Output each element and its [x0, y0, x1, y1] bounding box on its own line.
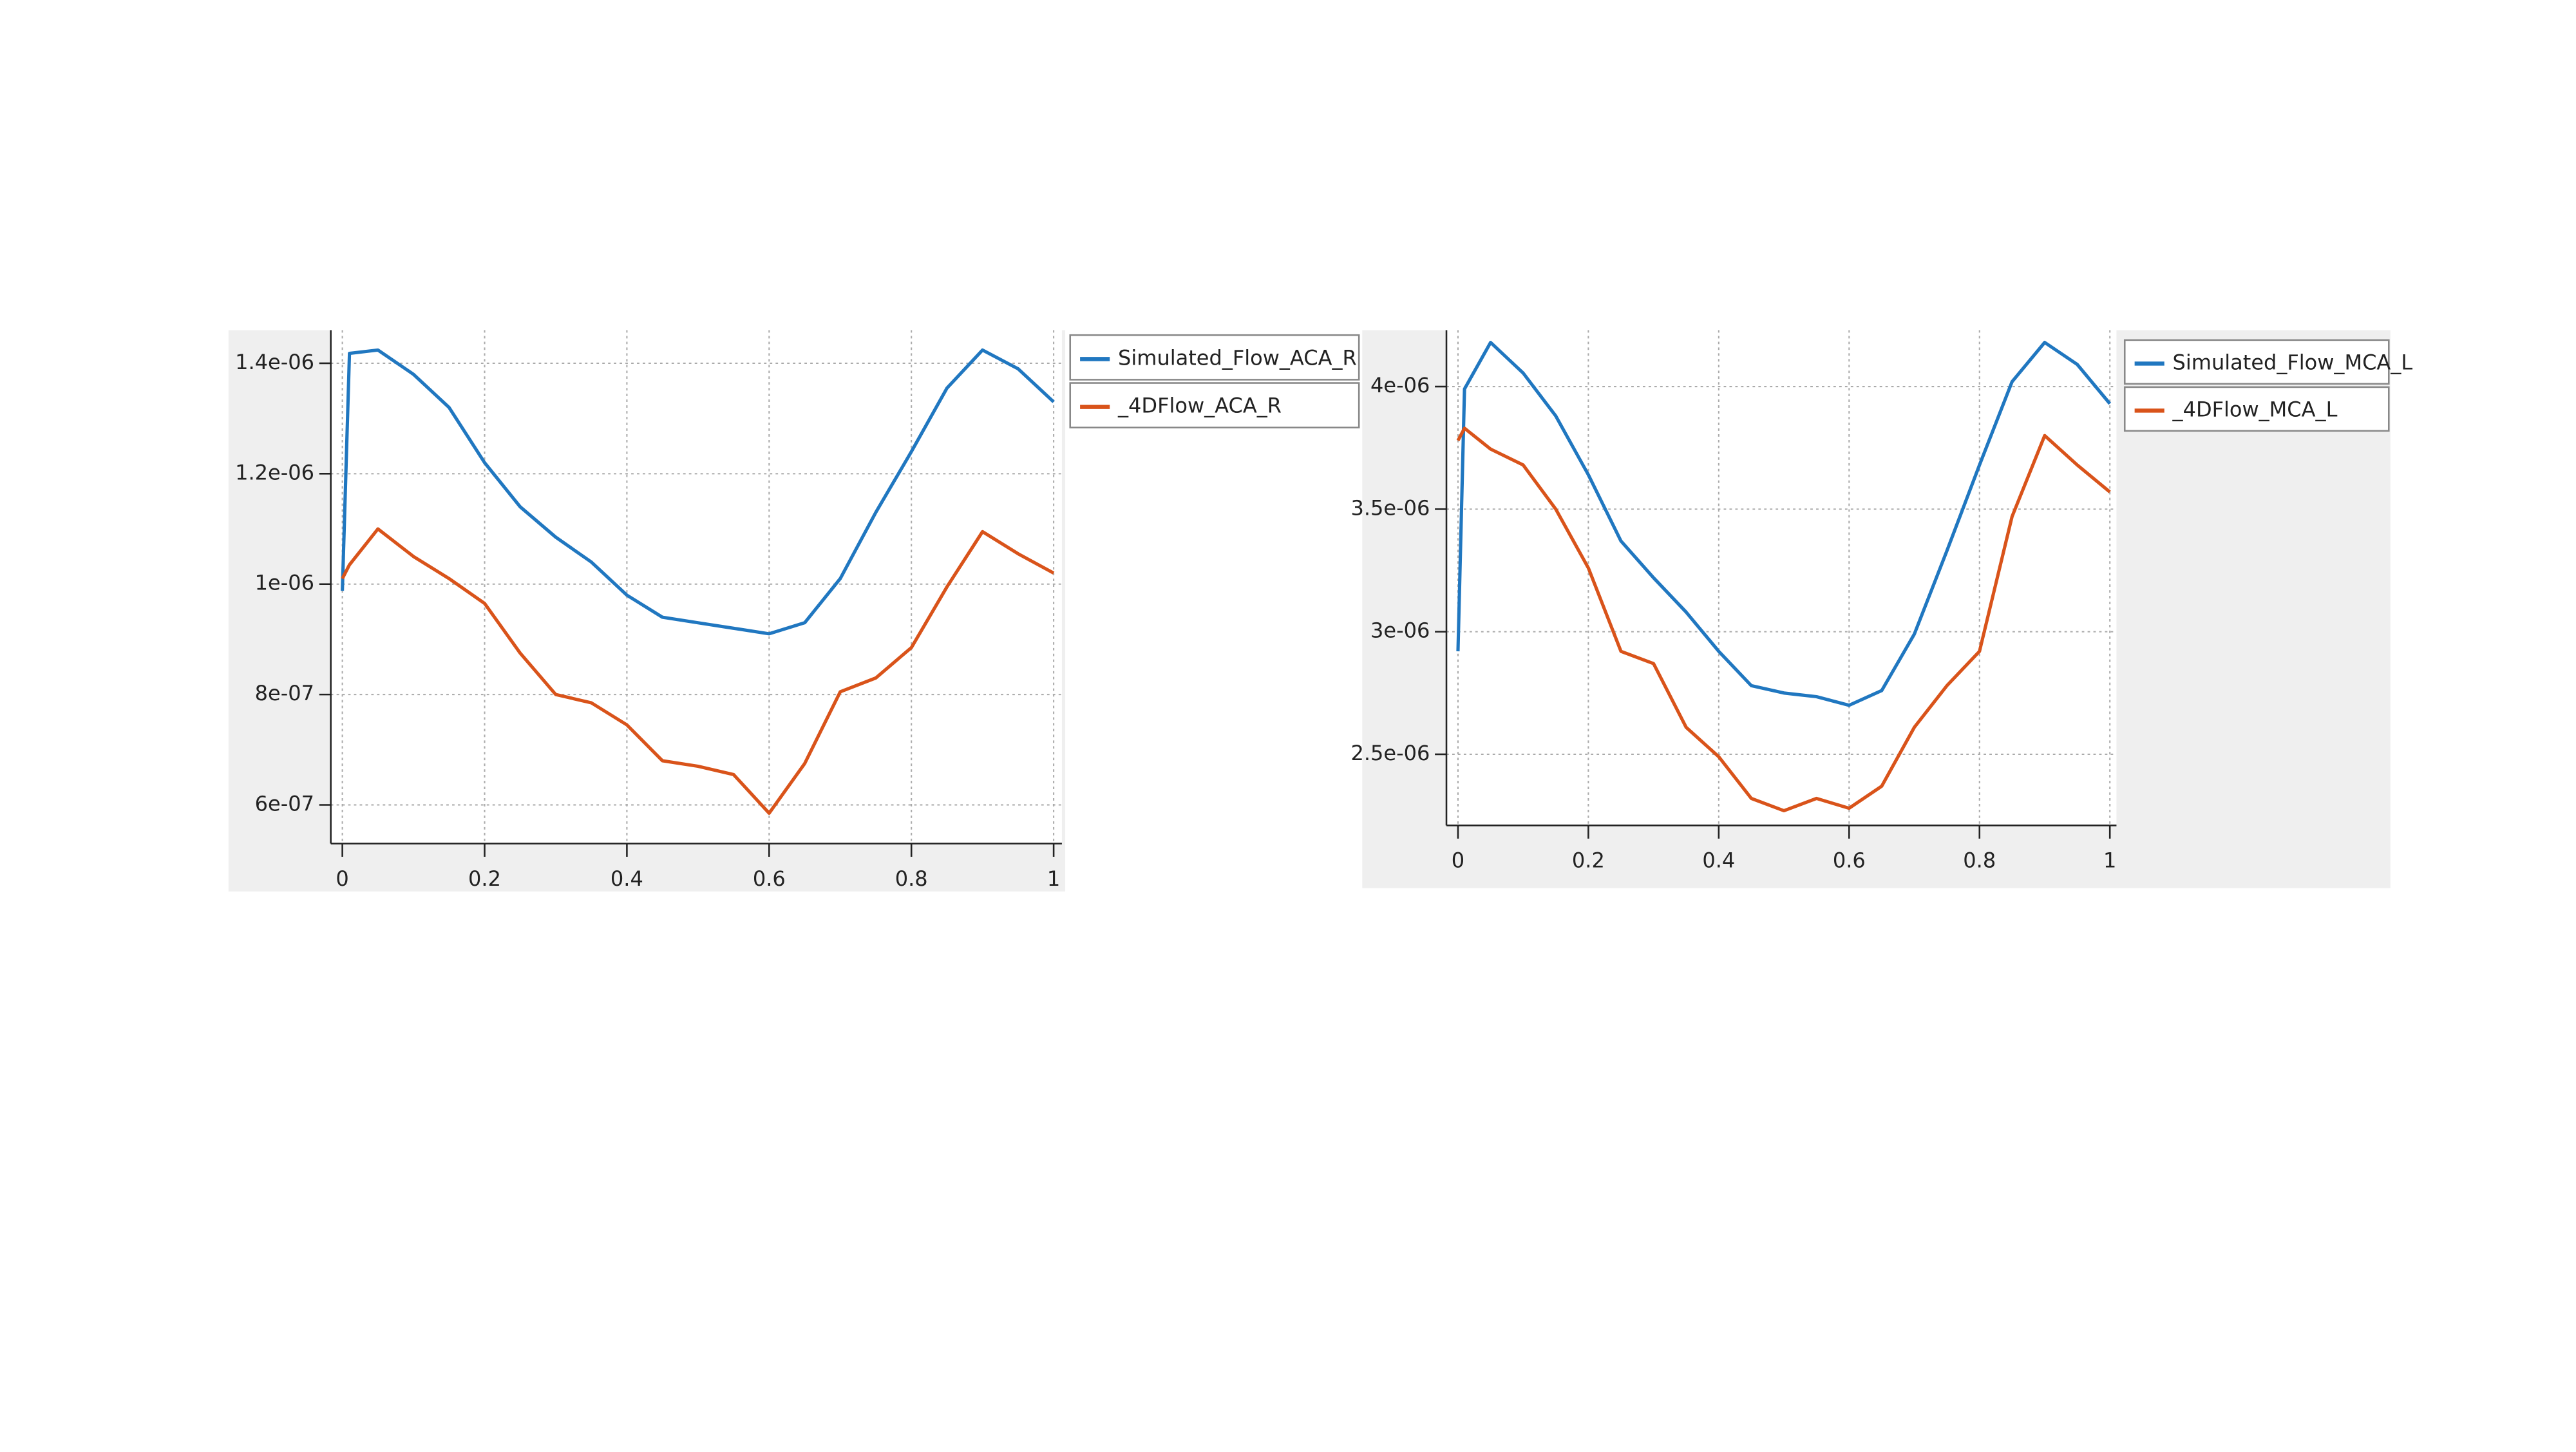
x-tick-label: 0.6 [753, 866, 786, 891]
plot-area [1446, 330, 2117, 826]
x-tick-label: 1 [2103, 848, 2116, 873]
y-tick-label: 3.5e-06 [1350, 495, 1430, 520]
y-tick-label: 2.5e-06 [1350, 741, 1430, 765]
legend-item [1069, 334, 1360, 381]
data-line [341, 527, 1055, 815]
y-tick-label: 3e-06 [1370, 618, 1430, 643]
x-tick-label: 0.2 [1572, 848, 1605, 873]
data-line [1456, 426, 2111, 813]
legend-label: _4DFlow_MCA_L [2172, 397, 2338, 421]
legend-item [2123, 386, 2390, 432]
x-tick-label: 0.8 [895, 866, 928, 891]
x-tick-label: 0.4 [1702, 848, 1735, 873]
x-tick-label: 0.4 [611, 866, 643, 891]
y-tick-label: 6e-07 [255, 792, 314, 816]
data-line [341, 348, 1055, 636]
legend-label: _4DFlow_ACA_R [1117, 394, 1282, 418]
y-tick-label: 8e-07 [255, 681, 314, 705]
legend-item [1069, 382, 1360, 429]
legend-label: Simulated_Flow_ACA_R [1118, 345, 1357, 370]
y-tick-label: 1e-06 [255, 571, 314, 595]
x-tick-label: 0.8 [1963, 848, 1996, 873]
chart: 0 0.2 0.4 0.6 0.8 1 2.5e-06 3e-06 3.5e-06 4e-06 Si… [1350, 330, 2412, 888]
x-tick-label: 0.6 [1833, 848, 1866, 873]
legend-item [2123, 339, 2390, 385]
x-tick-label: 1 [1047, 866, 1060, 891]
x-tick-label: 0.2 [468, 866, 501, 891]
y-tick-label: 4e-06 [1370, 373, 1430, 397]
x-tick-label: 0 [336, 866, 348, 891]
data-line [1456, 341, 2112, 707]
y-tick-label: 1.2e-06 [235, 460, 314, 484]
x-tick-label: 0 [1452, 848, 1464, 873]
legend-label: Simulated_Flow_MCA_L [2173, 350, 2413, 374]
y-tick-label: 1.4e-06 [235, 350, 314, 374]
chart: 0 0.2 0.4 0.6 0.8 1 6e-07 8e-07 1e-06 1.2e-06 1.4e… [228, 330, 1360, 892]
